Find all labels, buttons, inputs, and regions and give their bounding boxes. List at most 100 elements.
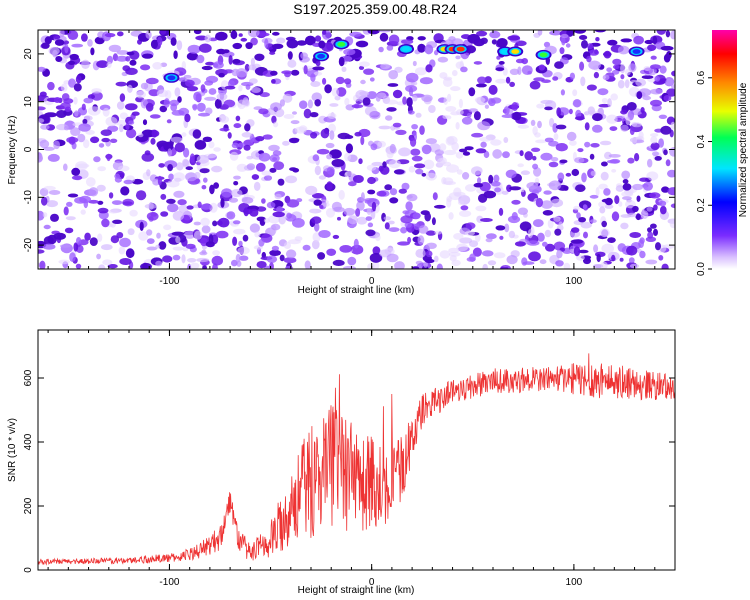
spectrogram-cell (558, 221, 563, 230)
spectrogram-cell (245, 42, 253, 50)
spectrogram-cell (314, 35, 322, 42)
spectrogram-cell (314, 222, 320, 232)
spectrogram-cell (554, 61, 564, 69)
spectrogram-cell (587, 43, 594, 50)
spectrogram-cell (486, 233, 497, 240)
spectrogram-cell (514, 241, 526, 247)
spectrogram-cell (544, 229, 552, 238)
spectrogram-cell (274, 193, 282, 200)
spectrogram-cell (98, 264, 106, 269)
spectrogram-cell (424, 258, 435, 264)
spectrogram-cell (488, 84, 498, 95)
spectrogram-cell (635, 213, 641, 221)
spectrogram-cell (351, 104, 364, 109)
spectrogram-cell (230, 30, 238, 40)
spectrogram-cell (344, 152, 352, 162)
spectrogram-cell (127, 228, 135, 236)
spectrogram-cell (139, 221, 144, 231)
spectrogram-cell (322, 30, 327, 35)
spectrogram-cell (639, 250, 646, 259)
spectrogram-cell (592, 124, 603, 133)
spectrogram-cell (377, 140, 387, 148)
spectrogram-cell (636, 195, 641, 202)
spectrogram-cell (67, 193, 79, 198)
spectrogram-cell (608, 154, 621, 158)
spectrogram-cell (411, 155, 423, 162)
spectrogram-cell (328, 123, 336, 133)
spectrogram-cell (548, 161, 559, 168)
spectrogram-cell (239, 255, 249, 261)
spectrogram-cell (628, 257, 635, 264)
spectrogram-cell (633, 35, 644, 45)
spectrogram-cell (319, 204, 324, 209)
spectrogram-cell (439, 143, 447, 152)
snr-frame (37, 329, 676, 571)
spectrogram-cell (186, 52, 199, 61)
spectrogram-cell (326, 166, 335, 175)
spectrogram-cell (545, 243, 555, 252)
spectrogram-cell (81, 59, 90, 69)
spectrogram-cell (87, 39, 93, 47)
spectrogram-cell (628, 63, 637, 73)
spectrogram-cell (579, 61, 585, 71)
spectrogram-cell (654, 75, 660, 82)
spectrogram-cell (116, 232, 124, 239)
spectrogram-cell (388, 220, 395, 225)
spectrogram-cell (67, 30, 79, 40)
spectrogram-cell (205, 107, 213, 115)
spectrogram-cell (465, 184, 477, 192)
spectrogram-cell (652, 35, 658, 45)
spectrogram-cell (166, 119, 172, 124)
spectrogram-cell (408, 166, 416, 173)
spectrogram-cell (348, 181, 357, 187)
spectrogram-cell (233, 175, 241, 180)
snr-series-line (38, 353, 675, 566)
spectrogram-cell (42, 243, 56, 250)
spectrogram-cell (511, 102, 519, 111)
spectrogram-cell (226, 211, 236, 220)
spectrogram-cell (464, 146, 474, 151)
spectrogram-cell (530, 119, 536, 126)
spectrogram-cell (168, 173, 175, 181)
spectrogram-cell (233, 228, 246, 235)
spectrogram-cell (647, 231, 654, 239)
spectrogram-cell (410, 148, 421, 156)
spectrogram-cell (455, 122, 460, 130)
spectrogram-cell (480, 141, 487, 148)
spectrogram-cell (158, 163, 165, 168)
spectrogram-cell (600, 171, 609, 181)
spectrogram-cell (196, 102, 206, 112)
spectrogram-cell (125, 248, 135, 259)
spectrogram-ytick-label: -20 (23, 237, 34, 252)
spectrogram-cell (477, 177, 482, 185)
spectrogram-cell (425, 230, 437, 236)
spectrogram-cell (135, 134, 149, 142)
spectrogram-cell (505, 76, 511, 84)
spectrogram-cell (515, 40, 527, 47)
spectrogram-cell (480, 218, 493, 222)
spectrogram-cell (448, 251, 461, 257)
spectrogram-cell (400, 215, 413, 224)
spectrogram-cell (466, 257, 476, 262)
spectrogram-cell (212, 61, 224, 69)
spectrogram-cell (175, 236, 181, 244)
spectrogram-cell (448, 247, 460, 254)
spectrogram-cell (250, 37, 258, 46)
spectrogram-cell (354, 131, 362, 137)
spectrogram-cell (105, 116, 118, 127)
spectrogram-cell (344, 135, 354, 139)
spectrogram-cell (189, 153, 195, 163)
spectrogram-cell (187, 258, 197, 263)
spectrogram-cell (117, 31, 124, 37)
snr-ticks: -100 0 100 0 200 400 600 (23, 330, 676, 588)
spectrogram-cell (408, 110, 415, 115)
spectrogram-cell (534, 132, 541, 138)
spectrogram-cell (369, 252, 383, 263)
spectrogram-cell (256, 32, 270, 37)
spectrogram-cell (459, 210, 472, 218)
spectrogram-cell (228, 197, 239, 203)
spectrogram-cell (423, 159, 435, 170)
spectrogram-cell (455, 151, 464, 159)
spectrogram-cell (119, 112, 128, 120)
spectrogram-cell (61, 93, 70, 101)
